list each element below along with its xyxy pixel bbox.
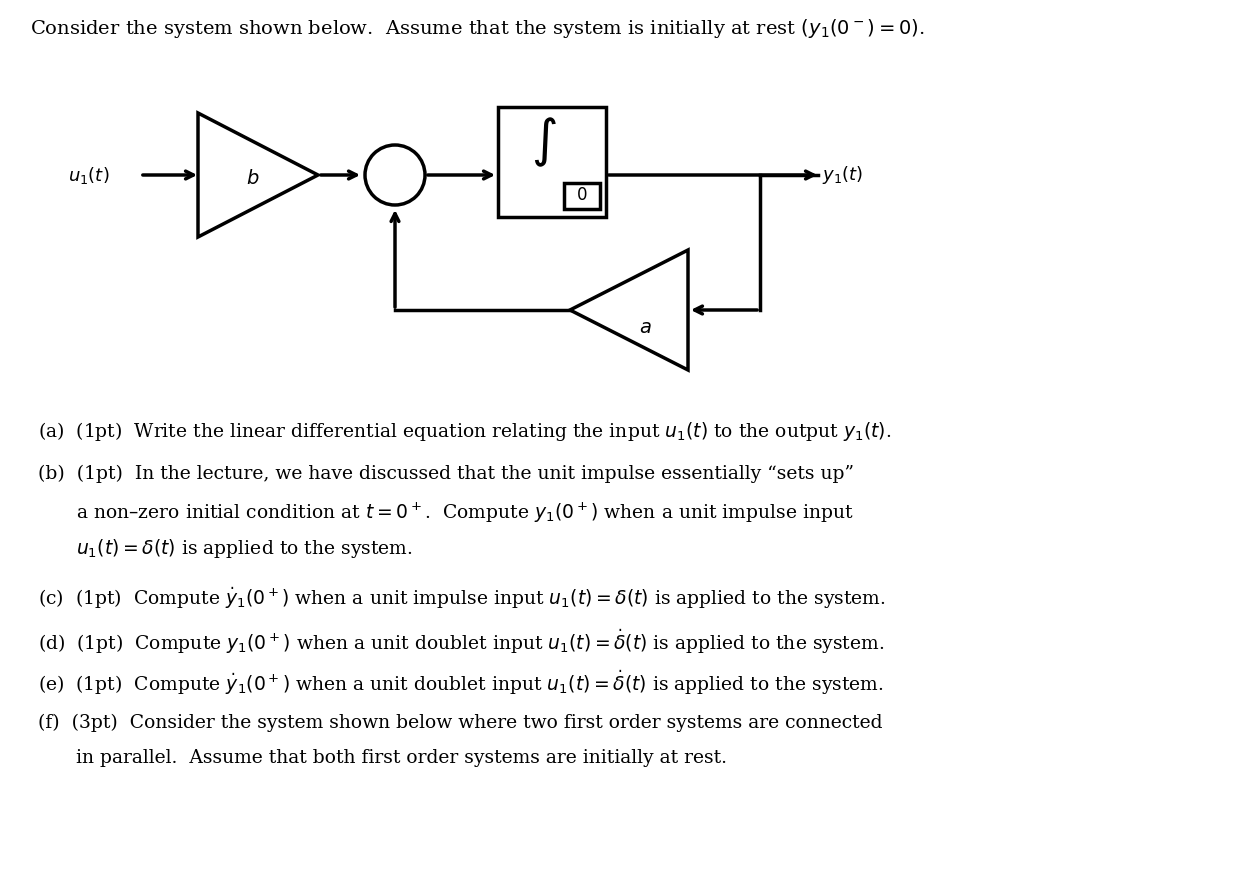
Text: in parallel.  Assume that both first order systems are initially at rest.: in parallel. Assume that both first orde… <box>76 750 727 767</box>
Text: $y_1(t)$: $y_1(t)$ <box>822 164 863 186</box>
Text: (a)  (1pt)  Write the linear differential equation relating the input $u_1(t)$ t: (a) (1pt) Write the linear differential … <box>38 420 891 443</box>
Text: $a$: $a$ <box>639 319 651 337</box>
Text: (b)  (1pt)  In the lecture, we have discussed that the unit impulse essentially : (b) (1pt) In the lecture, we have discus… <box>38 465 854 483</box>
Text: (f)  (3pt)  Consider the system shown below where two first order systems are co: (f) (3pt) Consider the system shown belo… <box>38 714 882 732</box>
Text: $0$: $0$ <box>576 188 587 205</box>
Text: $\int$: $\int$ <box>530 116 556 169</box>
Text: (d)  (1pt)  Compute $y_1(0^+)$ when a unit doublet input $u_1(t) = \dot{\delta}(: (d) (1pt) Compute $y_1(0^+)$ when a unit… <box>38 627 885 655</box>
Bar <box>564 183 600 209</box>
Text: (c)  (1pt)  Compute $\dot{y}_1(0^+)$ when a unit impulse input $u_1(t) = \delta(: (c) (1pt) Compute $\dot{y}_1(0^+)$ when … <box>38 586 886 611</box>
Bar <box>498 107 606 217</box>
Text: a non–zero initial condition at $t = 0^+$.  Compute $y_1(0^+)$ when a unit impul: a non–zero initial condition at $t = 0^+… <box>76 501 854 525</box>
Text: Consider the system shown below.  Assume that the system is initially at rest $(: Consider the system shown below. Assume … <box>30 17 925 40</box>
Text: $u_1(t) = \delta(t)$ is applied to the system.: $u_1(t) = \delta(t)$ is applied to the s… <box>76 537 413 560</box>
Text: $b$: $b$ <box>246 169 260 189</box>
Text: $u_1(t)$: $u_1(t)$ <box>68 165 110 185</box>
Text: (e)  (1pt)  Compute $\dot{y}_1(0^+)$ when a unit doublet input $u_1(t) = \dot{\d: (e) (1pt) Compute $\dot{y}_1(0^+)$ when … <box>38 669 883 697</box>
